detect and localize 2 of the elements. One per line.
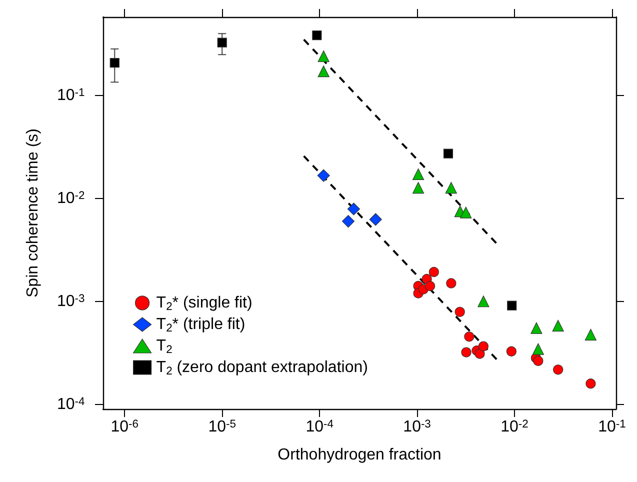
y-axis-title: Spin coherence time (s) bbox=[24, 128, 42, 298]
x-axis-title: Orthohydrogen fraction bbox=[278, 446, 442, 464]
